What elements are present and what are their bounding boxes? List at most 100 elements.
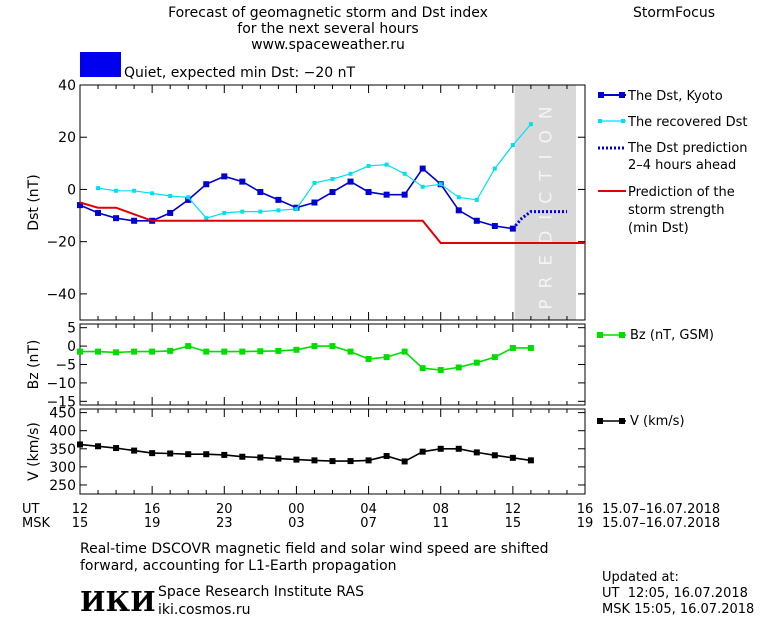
y-axis-label: V (km/s) [26,422,42,481]
x-tick-label-ut: 20 [216,502,233,517]
data-point [365,457,372,464]
x-tick-label-msk: 07 [360,516,377,531]
data-point [185,343,192,350]
series-line [79,201,585,244]
data-point [329,458,336,465]
y-axis-label: Dst (nT) [26,174,42,230]
legend-item-recovered-dst: The recovered Dst [598,115,747,130]
website-link[interactable]: www.spaceweather.ru [251,37,405,53]
x-tick-label-ut: 04 [360,502,377,517]
date-range-ut: 15.07–16.07.2018 [602,502,720,517]
data-point [275,196,282,203]
data-point [312,180,317,185]
data-point [150,191,155,196]
data-point [509,225,516,232]
data-point [437,445,444,452]
chart-title-line1: Forecast of geomagnetic storm and Dst in… [168,5,488,21]
updated-label: Updated at: [602,570,679,585]
y-axis-label: Bz (nT) [26,340,42,390]
data-point [239,178,246,185]
data-point [258,209,263,214]
data-point [348,171,353,176]
data-point [221,348,228,355]
y-tick-label: 20 [58,130,76,146]
status-indicator [80,52,121,77]
x-tick-label-ut: 16 [144,502,161,517]
data-point [203,181,210,188]
x-tick-label-msk: 15 [72,516,89,531]
data-point [473,359,480,366]
svg-text:The Dst, Kyoto: The Dst, Kyoto [627,89,723,104]
data-point [455,445,462,452]
data-point [419,165,426,172]
data-point [365,355,372,362]
data-point [365,189,372,196]
data-point [311,457,318,464]
data-point [492,166,497,171]
data-point [384,162,389,167]
prediction-label: PREDICTION [536,95,556,309]
data-point [438,182,443,187]
data-point [149,450,156,457]
y-tick-label: 0 [67,182,76,198]
y-tick-label: 300 [49,460,76,476]
footer-note-line1: Real-time DSCOVR magnetic field and sola… [80,541,549,557]
data-point [347,458,354,465]
data-point [383,191,390,198]
x-tick-label-ut: 16 [577,502,594,517]
data-point [257,189,264,196]
legend: The Dst, Kyoto The recovered Dst The Dst… [597,89,748,429]
data-point [329,343,336,350]
data-point [330,177,335,181]
panel-frame [79,323,586,406]
prediction-zone [514,85,576,320]
data-point [491,354,498,361]
data-point [131,447,138,454]
data-point [221,173,228,180]
data-point [329,189,336,196]
data-point [149,348,156,355]
data-point [509,344,516,351]
data-point [401,458,408,465]
x-tick-label-ut: 00 [288,502,305,517]
x-tick-label-msk: 11 [432,516,449,531]
institute-site[interactable]: iki.cosmos.ru [158,602,250,618]
date-range-msk: 15.07–16.07.2018 [602,516,720,531]
data-point [221,451,228,458]
panel-frame [79,408,586,495]
institute-name: Space Research Institute RAS [158,584,364,600]
msk-label: MSK [22,516,50,531]
data-point [347,348,354,355]
legend-item-dst-kyoto: The Dst, Kyoto [598,89,723,104]
data-point [113,215,120,222]
data-point [167,209,174,216]
svg-text:The recovered Dst: The recovered Dst [627,115,747,130]
x-tick-label-msk: 19 [144,516,161,531]
y-tick-label: 450 [49,406,76,422]
data-point [491,223,498,229]
data-point [95,209,102,216]
legend-item-bz: Bz (nT, GSM) [597,328,714,343]
x-tick-label-ut: 12 [72,502,89,517]
data-point [419,365,426,372]
data-point [311,199,318,206]
y-tick-label: 350 [49,442,76,458]
data-point [131,217,138,224]
data-point [239,453,246,460]
data-point [185,196,192,203]
data-point [347,178,354,185]
data-point [95,348,102,355]
data-point [401,191,408,198]
data-point [114,188,119,193]
data-point [204,216,209,221]
data-point [527,457,534,464]
x-tick-label-msk: 23 [216,516,233,531]
time-axis: UT MSK 15.07–16.07.2018 15.07–16.07.2018… [22,502,720,531]
data-point [311,343,318,350]
data-point [383,354,390,361]
svg-text:V (km/s): V (km/s) [630,414,685,429]
data-point [77,348,83,355]
